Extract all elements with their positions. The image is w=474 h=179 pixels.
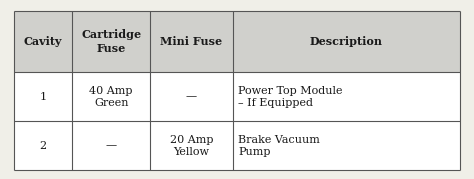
Text: 1: 1 — [40, 92, 47, 101]
Bar — [233, 121, 460, 170]
Text: 20 Amp
Yellow: 20 Amp Yellow — [170, 135, 213, 157]
Text: Power Top Module
– If Equipped: Power Top Module – If Equipped — [238, 86, 343, 108]
Bar — [72, 121, 150, 170]
Bar — [150, 121, 233, 170]
Text: Mini Fuse: Mini Fuse — [160, 36, 222, 47]
Bar — [233, 11, 460, 72]
Bar — [14, 121, 72, 170]
Text: 2: 2 — [40, 141, 47, 151]
Text: Cavity: Cavity — [24, 36, 63, 47]
Bar — [14, 11, 72, 72]
Bar — [150, 72, 233, 121]
Bar — [233, 72, 460, 121]
Bar — [72, 11, 150, 72]
Text: Cartridge
Fuse: Cartridge Fuse — [81, 29, 141, 54]
Text: Brake Vacuum
Pump: Brake Vacuum Pump — [238, 135, 320, 157]
Bar — [14, 72, 72, 121]
Bar — [150, 11, 233, 72]
Text: 40 Amp
Green: 40 Amp Green — [90, 86, 133, 108]
Text: —: — — [106, 141, 117, 151]
Bar — [72, 72, 150, 121]
Text: Description: Description — [310, 36, 383, 47]
Text: —: — — [186, 92, 197, 101]
